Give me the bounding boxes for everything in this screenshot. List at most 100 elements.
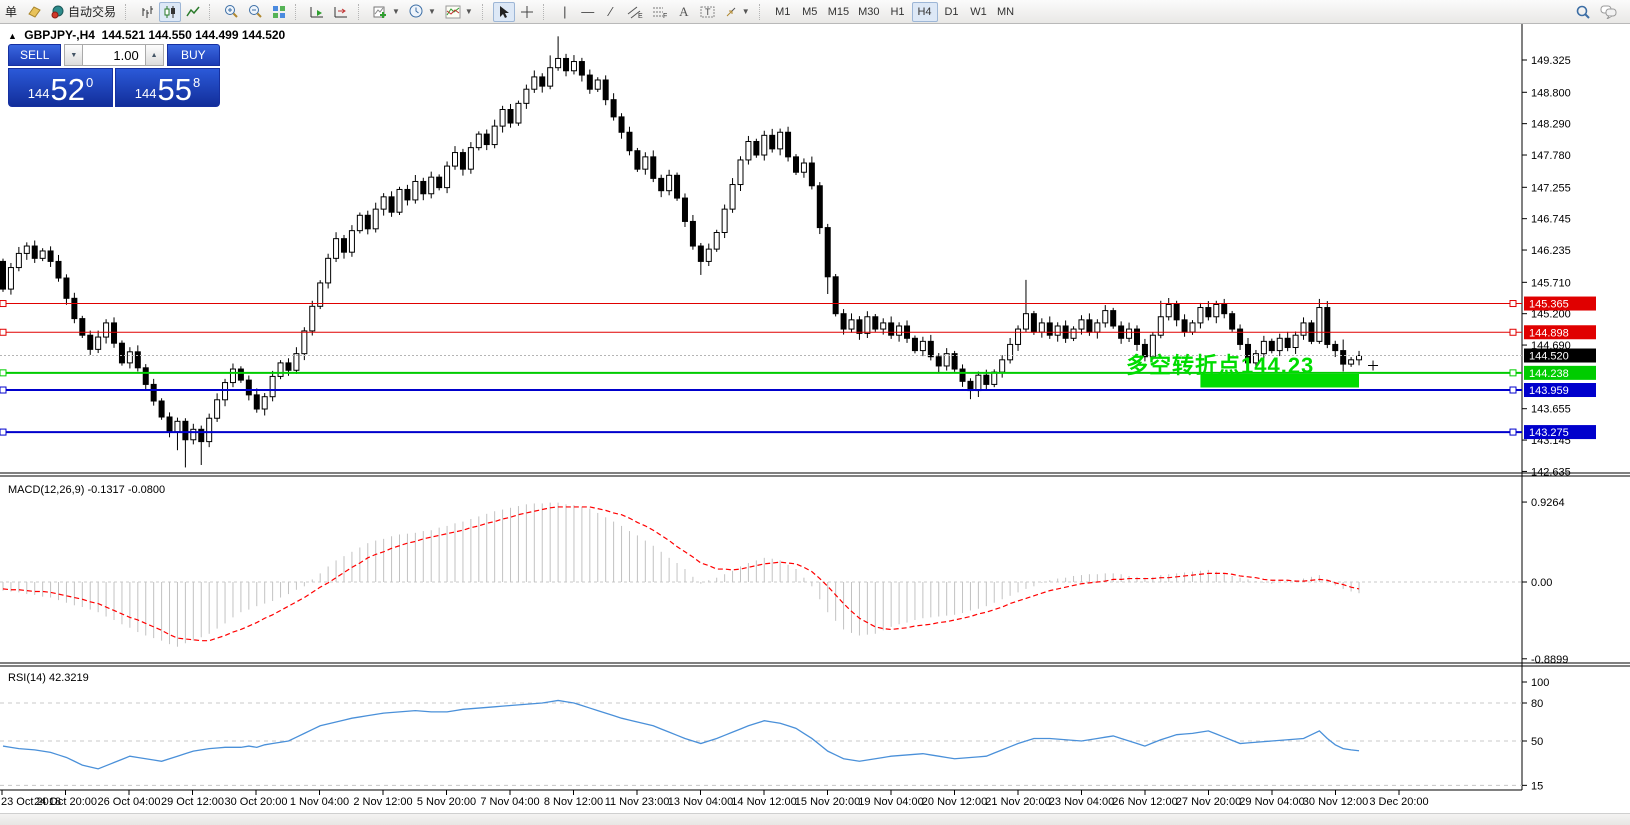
bar-chart-icon [142,5,154,18]
line-handle[interactable] [0,300,7,308]
candle-bearish [1205,307,1212,318]
time-tick-label: 29 Nov 04:00 [1239,796,1304,808]
candle-bullish [126,351,133,364]
line-handle[interactable] [1509,386,1517,394]
green-zone-rectangle[interactable] [1200,373,1360,388]
time-tick-label: 30 Oct 20:00 [225,796,288,808]
candle-bullish [943,353,950,367]
timeframe-w1[interactable]: W1 [970,5,987,18]
line-handle[interactable] [1509,369,1517,377]
line-handle[interactable] [1509,428,1517,436]
candle-bullish [467,147,474,170]
timeframe-h4[interactable]: H4 [911,1,938,22]
candle-bearish [888,322,895,336]
line-handle[interactable] [0,386,7,394]
candle-bullish [214,399,221,419]
autotrading-button[interactable]: 自动交易 [47,2,120,22]
candle-bullish [1007,343,1014,361]
candle-bullish [864,316,871,334]
candle-bullish [277,362,284,377]
tile-windows-button[interactable] [268,2,290,22]
fibonacci-button[interactable]: F [648,2,672,22]
chevron-down-icon: ▼ [464,7,473,16]
buy-button[interactable]: BUY [166,44,221,66]
time-tick-label: 23 Nov 04:00 [1049,796,1114,808]
chart-shift-button[interactable] [330,2,353,22]
candle-bullish [800,162,807,173]
sell-button[interactable]: SELL [8,44,62,66]
trendline-button[interactable]: ∕ [600,2,622,22]
candle-bullish [555,57,562,69]
indicators-button[interactable]: ▼ [441,2,477,22]
timeframe-m30[interactable]: M30 [858,5,880,18]
candle-bearish [586,74,593,90]
channel-button[interactable]: E [623,2,647,22]
candle-bearish [166,416,173,433]
timeframe-m15[interactable]: M15 [827,5,850,18]
profiles-button[interactable]: ▼ [405,2,440,22]
time-tick-label: 21 Nov 20:00 [985,796,1050,808]
bar-chart-button[interactable] [136,2,158,22]
time-tick-label: 7 Nov 04:00 [480,796,539,808]
line-chart-button[interactable] [182,2,204,22]
timeframe-d1[interactable]: D1 [944,5,959,18]
candle-bearish [436,176,443,189]
chat-button[interactable] [1596,2,1622,22]
zoom-in-button[interactable] [220,2,243,22]
search-button[interactable] [1571,2,1595,22]
vertical-line-button[interactable]: | [554,2,576,22]
volume-decrease-button[interactable]: ▼ [64,44,84,66]
price-tick-label: 147.780 [1531,150,1571,162]
candle-bullish [1102,310,1109,324]
candlestick-chart-button[interactable] [159,1,182,22]
buy-price-button[interactable]: 144 55 8 [115,68,220,107]
zoom-out-button[interactable] [244,2,267,22]
cursor-button[interactable] [492,1,515,22]
time-tick-label: 15 Nov 20:00 [795,796,860,808]
horizontal-line-button[interactable]: — [577,2,599,22]
candle-bullish [1038,322,1045,333]
line-handle[interactable] [0,369,7,377]
collapse-triangle-icon[interactable]: ▲ [8,31,17,41]
new-chart-icon [373,6,387,18]
candle-bearish [111,322,118,344]
candle-bullish [729,184,736,210]
timeframe-m5[interactable]: M5 [802,5,818,18]
timeframe-h1[interactable]: H1 [890,5,905,18]
sell-price-button[interactable]: 144 52 0 [8,68,113,107]
timeframe-mn[interactable]: MN [996,5,1015,18]
time-tick-label: 26 Nov 12:00 [1112,796,1177,808]
time-tick-label: 23 Oct 2018 [1,796,61,808]
candle-bullish [1070,328,1077,339]
text-button[interactable]: A [673,2,695,22]
candle-bullish [190,428,197,441]
line-handle[interactable] [0,428,7,436]
auto-scroll-button[interactable] [306,2,329,22]
candle-bullish [1165,303,1172,318]
candle-bullish [1149,334,1156,358]
tile-windows-icon [273,5,286,18]
chart-annotation-text[interactable]: 多空转折点144.23 [1126,353,1315,378]
time-tick-label: 1 Nov 04:00 [290,796,349,808]
chevron-down-icon: ▼ [427,7,436,16]
time-tick-label: 27 Nov 20:00 [1176,796,1241,808]
text-label-button[interactable]: T [696,2,719,22]
metaeditor-button[interactable] [23,2,46,22]
candle-bullish [547,67,554,87]
volume-input[interactable]: 1.00 [83,44,145,66]
candle-bearish [1268,340,1275,352]
volume-increase-button[interactable]: ▲ [144,44,164,66]
autotrading-label: 自动交易 [68,5,117,19]
info-high: 144.550 [148,28,192,42]
timeframe-m1[interactable]: M1 [775,5,791,18]
new-chart-button[interactable]: ▼ [369,2,404,22]
crosshair-button[interactable] [516,2,538,22]
candle-bullish [1260,340,1267,355]
line-handle[interactable] [1509,328,1517,336]
line-handle[interactable] [0,328,7,336]
candle-bullish [523,88,530,104]
line-handle[interactable] [1509,300,1517,308]
new-order-button[interactable]: 单 [0,2,22,22]
sell-price-point: 0 [85,75,94,90]
arrows-button[interactable]: ▼ [720,2,754,22]
